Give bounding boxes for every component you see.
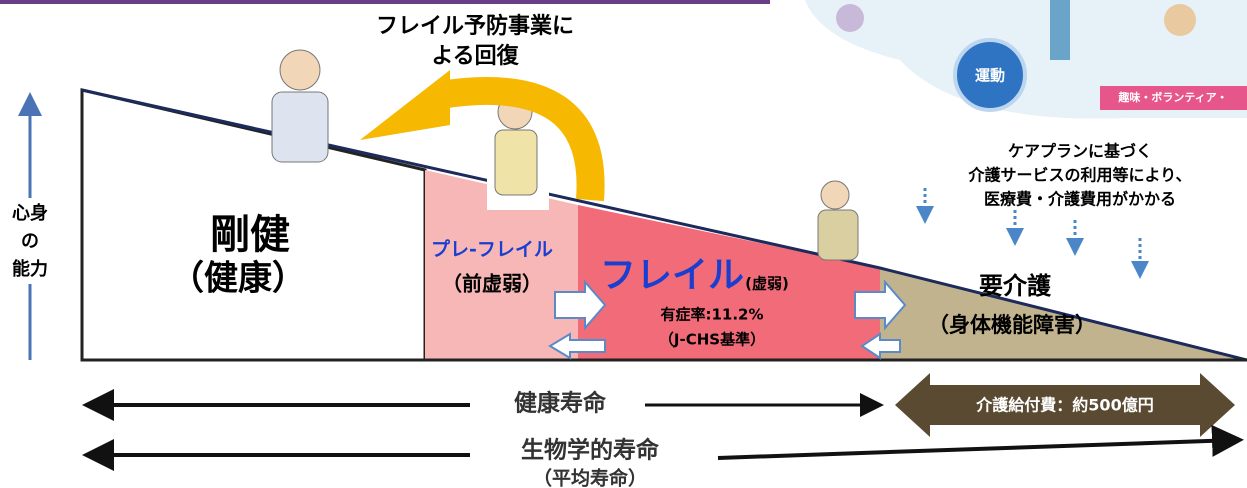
stage-title: プレ-フレイル — [431, 238, 553, 261]
care-note: ケアプランに基づく — [1008, 142, 1152, 161]
prevalence: 有症率:11.2% — [660, 306, 763, 324]
banner: 趣味・ボランティア・ — [1117, 90, 1227, 104]
top-strip — [0, 0, 770, 4]
stage-title: 要介護 — [979, 272, 1052, 300]
stage-title: 剛健 — [210, 212, 290, 258]
stage-subtitle: （健康） — [170, 259, 306, 299]
care-note: 医療費・介護費用がかかる — [984, 190, 1176, 209]
illustration: 運動 趣味・ボランティア・ — [805, 0, 1247, 119]
y-axis-label: の — [21, 231, 39, 252]
timeline-arrow — [718, 440, 1236, 458]
stage-subtitle: （前虚弱） — [442, 272, 542, 296]
badge: 運動 — [975, 67, 1005, 85]
healthy-life: 健康寿命 — [514, 390, 607, 417]
y-axis-label: 能力 — [12, 258, 48, 280]
recovery-label: フレイル予防事業に — [376, 13, 574, 39]
biological-life: 生物学的寿命 — [521, 437, 660, 464]
y-axis-label: 心身 — [12, 202, 48, 224]
criteria: （J-CHS基準） — [659, 331, 765, 349]
recovery-label: よる回復 — [431, 43, 519, 69]
care-note: 介護サービスの利用等により、 — [967, 166, 1191, 185]
care-cost: 介護給付費：約500億円 — [975, 396, 1153, 415]
stage-title: フレイル — [600, 255, 744, 296]
recovery-arrowhead — [360, 70, 450, 140]
stage-title-note: (虚弱) — [745, 275, 789, 293]
frailty-diagram: 運動 趣味・ボランティア・ 心身 の 能力 フレイル予防事業に よる回復 剛健 … — [0, 0, 1247, 488]
stage-subtitle: （身体機能障害） — [928, 313, 1096, 337]
biological-note: （平均寿命） — [533, 467, 647, 488]
